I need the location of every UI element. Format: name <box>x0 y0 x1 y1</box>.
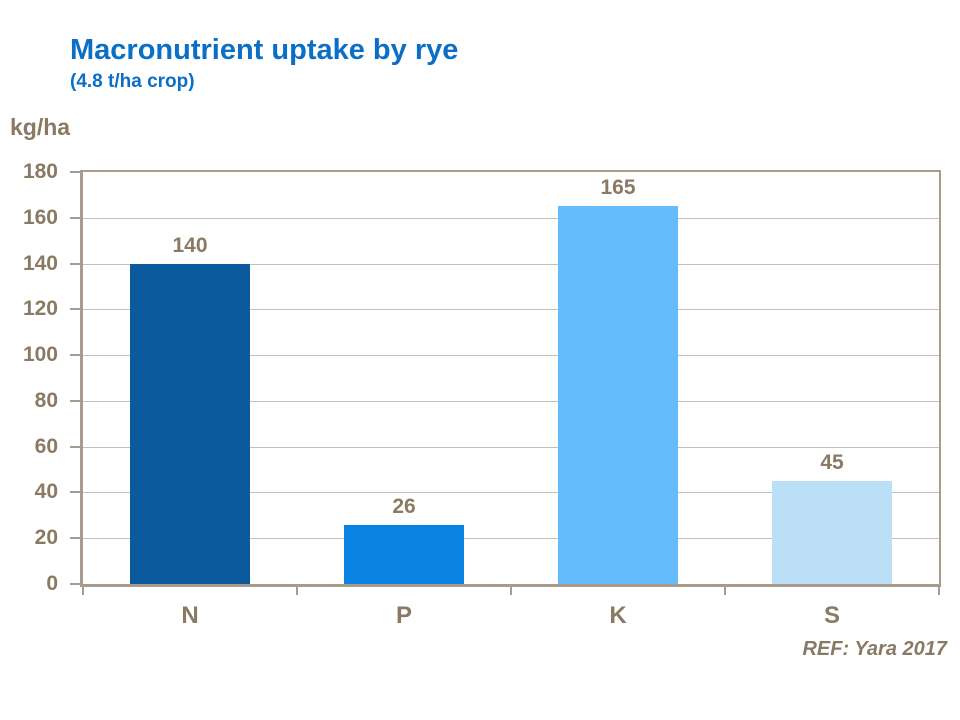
y-tick-mark <box>70 445 80 448</box>
bar-chart-plot-area: 140 26 165 45 <box>80 170 941 587</box>
gridline <box>83 217 939 219</box>
gridline <box>83 538 939 540</box>
chart-title: Macronutrient uptake by rye <box>70 34 459 66</box>
x-category-label: N <box>181 602 199 629</box>
bar-P <box>344 524 464 584</box>
y-tick-label: 100 <box>22 343 58 367</box>
y-tick-mark <box>70 171 80 173</box>
reference-text: REF: Yara 2017 <box>802 638 947 660</box>
y-tick-mark <box>70 216 80 219</box>
bar-S <box>772 481 892 584</box>
y-tick-mark <box>70 537 80 540</box>
y-tick-label: 180 <box>22 160 58 183</box>
x-tick-mark <box>296 587 298 595</box>
y-tick-label: 40 <box>34 480 58 504</box>
x-category-label: K <box>609 602 627 629</box>
y-tick-mark <box>70 583 80 585</box>
gridline <box>83 263 939 265</box>
y-tick-mark <box>70 262 80 265</box>
bar-N <box>130 263 250 584</box>
gridline <box>83 355 939 357</box>
y-tick-label: 120 <box>22 297 58 321</box>
x-category-label: S <box>823 602 840 629</box>
y-tick-label: 0 <box>46 572 58 595</box>
y-tick-mark <box>70 491 80 494</box>
y-tick-mark <box>70 308 80 311</box>
y-tick-label: 20 <box>34 526 58 550</box>
bar-value-label: 45 <box>820 451 844 474</box>
y-tick-mark <box>70 354 80 357</box>
y-tick-label: 140 <box>22 251 58 275</box>
gridline <box>83 400 939 402</box>
x-tick-mark <box>82 587 84 595</box>
gridline <box>83 309 939 311</box>
bar-K <box>558 206 678 584</box>
y-tick-label: 160 <box>22 205 58 229</box>
gridline <box>83 492 939 494</box>
bar-value-label: 140 <box>172 233 208 257</box>
bar-value-label: 165 <box>600 176 636 200</box>
y-tick-mark <box>70 399 80 402</box>
y-axis-unit-label: kg/ha <box>10 114 71 140</box>
x-tick-mark <box>938 587 940 595</box>
x-tick-mark <box>724 587 726 595</box>
y-tick-label: 60 <box>34 434 58 458</box>
x-tick-mark <box>510 587 512 595</box>
y-tick-label: 80 <box>34 388 58 412</box>
chart-subtitle: (4.8 t/ha crop) <box>70 71 195 92</box>
x-category-label: P <box>395 602 412 629</box>
bar-value-label: 26 <box>392 494 416 518</box>
gridline <box>83 446 939 448</box>
